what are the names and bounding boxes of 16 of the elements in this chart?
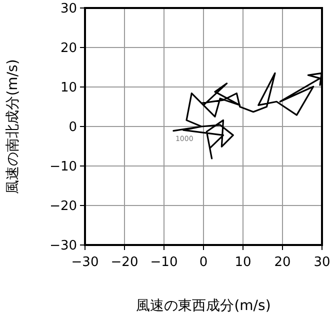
y-tick-label: 20 (60, 41, 77, 56)
y-axis-title: 風速の南北成分(m/s) (5, 59, 21, 194)
y-tick-label: −30 (50, 238, 77, 254)
x-tick-label: 20 (274, 255, 291, 270)
x-tick-label: 10 (234, 255, 252, 270)
x-tick-label: 30 (314, 255, 330, 270)
x-tick-label: 0 (199, 255, 208, 270)
y-tick-label: 0 (68, 120, 77, 135)
x-tick-label: −20 (110, 255, 138, 270)
y-tick-label: −10 (50, 160, 77, 174)
y-tick-label: 30 (60, 2, 77, 16)
x-tick-label: −10 (150, 255, 178, 270)
y-tick-label: −20 (50, 199, 77, 214)
x-axis-title: 風速の東西成分(m/s) (136, 298, 271, 314)
x-tick-label: −30 (71, 255, 99, 270)
y-tick-label: 10 (60, 80, 77, 96)
